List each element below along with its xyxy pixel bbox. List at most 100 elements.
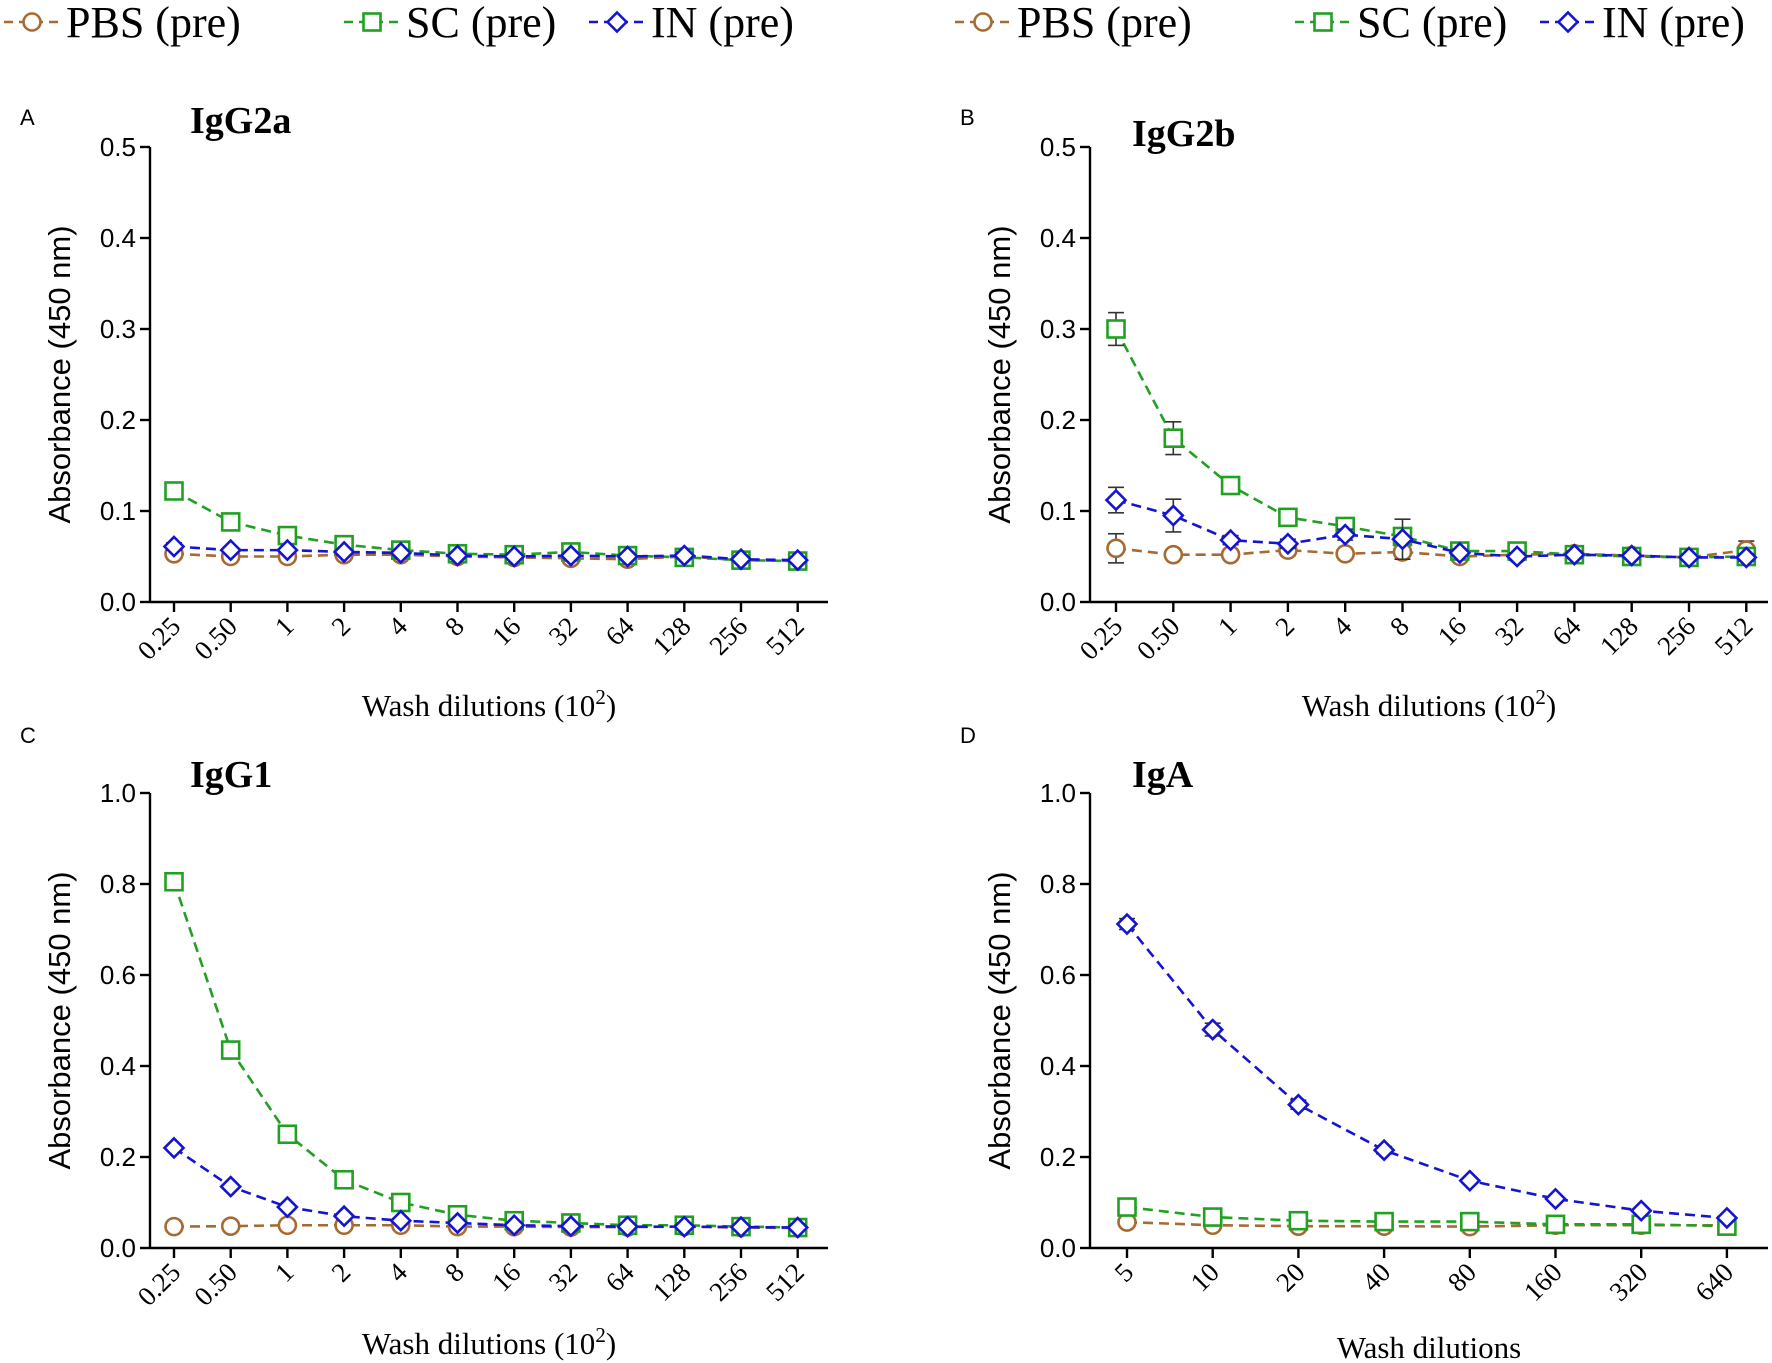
x-tick-label: 20: [1270, 1257, 1310, 1297]
x-tick-label: 2: [1269, 611, 1300, 642]
series-line-sc-pre: [173, 489, 798, 563]
series-sc-pre: [1117, 1197, 1737, 1236]
legend-label-sc-pre: SC (pre): [406, 0, 556, 47]
data-point-in-pre: [1458, 1169, 1482, 1192]
y-tick-label: 0.3: [1040, 314, 1076, 344]
data-point-in-pre: [502, 545, 526, 568]
data-point-in-pre: [389, 1209, 413, 1233]
x-axis-label: Wash dilutions (102): [362, 685, 616, 723]
x-tick-label: 256: [1651, 611, 1701, 661]
series-in-pre: [1104, 486, 1758, 569]
x-axis-label: Wash dilutions (102): [362, 1323, 616, 1361]
data-point-in-pre: [672, 544, 696, 567]
series-in-pre: [1115, 912, 1739, 1230]
data-point-pbs-pre: [220, 1216, 241, 1236]
data-point-in-pre: [1333, 523, 1357, 546]
series-pbs-pre: [1106, 532, 1757, 568]
legend-left: PBS (pre) SC (pre) IN (pre): [4, 0, 794, 47]
data-point-sc-pre: [1106, 319, 1126, 339]
data-point-in-pre: [276, 1195, 299, 1219]
data-point-sc-pre: [164, 871, 184, 892]
x-tick-label: 16: [486, 611, 526, 651]
series-in-pre: [162, 1136, 810, 1239]
data-point-in-pre: [1677, 546, 1701, 569]
y-tick-label: 0.6: [100, 960, 136, 990]
data-point-in-pre: [1201, 1018, 1225, 1041]
panel-c: C IgG1 0.0 0.2 0.4 0.6 0.8 1.0 Absorbance (450 n…: [20, 723, 828, 1361]
data-point-sc-pre: [1220, 475, 1241, 496]
legend-marker-in-pre: [605, 10, 629, 34]
data-point-sc-pre: [1202, 1207, 1223, 1227]
y-tick-label: 1.0: [1040, 778, 1076, 808]
data-point-in-pre: [446, 1211, 469, 1235]
data-point-sc-pre: [164, 481, 184, 501]
y-tick-label: 0.6: [1040, 960, 1076, 990]
legend-marker-sc-pre: [362, 12, 382, 32]
y-tick-label: 0.3: [100, 314, 136, 344]
y-tick-label: 0.8: [100, 869, 136, 899]
x-tick-label: 16: [1432, 611, 1472, 651]
series-line-sc-pre: [172, 881, 798, 1229]
data-point-pbs-pre: [164, 1216, 184, 1237]
y-tick-label: 0.8: [1040, 869, 1076, 899]
x-tick-label: 32: [1489, 611, 1529, 651]
panel-b: B IgG2b 0.0 0.1 0.2 0.3 0.4 0.5 Absorbance (450 …: [960, 105, 1768, 723]
data-point-pbs-pre: [1163, 544, 1184, 565]
data-point-pbs-pre: [1106, 538, 1126, 559]
x-tick-label: 0.50: [188, 1257, 243, 1312]
data-point-sc-pre: [220, 1040, 241, 1060]
data-point-sc-pre: [1278, 507, 1298, 528]
data-point-in-pre: [559, 544, 583, 567]
legend-marker-pbs-pre: [973, 12, 993, 32]
y-tick-label: 0.5: [1040, 132, 1076, 162]
legend-label-in-pre: IN (pre): [1602, 0, 1745, 47]
x-tick-label: 0.50: [188, 611, 243, 666]
data-point-in-pre: [162, 1136, 186, 1160]
x-tick-label: 512: [760, 611, 810, 661]
x-axis-label-close: ): [606, 688, 616, 723]
x-tick-label: 0.25: [132, 1257, 187, 1312]
data-point-pbs-pre: [1335, 543, 1355, 564]
data-point-in-pre: [1448, 541, 1472, 565]
data-point-in-pre: [1544, 1187, 1567, 1211]
data-point-in-pre: [1563, 543, 1586, 567]
data-point-in-pre: [1391, 527, 1414, 551]
y-tick-label: 0.4: [100, 1051, 136, 1081]
y-tick-label: 0.1: [1040, 496, 1076, 526]
x-tick-label: 128: [1594, 611, 1644, 661]
panel-letter: D: [960, 723, 976, 748]
data-point-in-pre: [1715, 1206, 1739, 1230]
data-point-in-pre: [332, 1204, 356, 1228]
data-point-in-pre: [1734, 546, 1758, 569]
panel-letter: C: [20, 723, 36, 748]
data-point-in-pre: [1104, 488, 1128, 512]
x-axis-label-close: ): [1546, 688, 1556, 723]
x-tick-label: 5: [1108, 1257, 1139, 1288]
data-point-sc-pre: [220, 512, 241, 532]
y-tick-label: 0.2: [1040, 405, 1076, 435]
data-point-in-pre: [786, 1216, 810, 1239]
data-point-in-pre: [1629, 1199, 1653, 1223]
x-tick-label: 160: [1518, 1257, 1568, 1307]
chart-title: IgG1: [190, 754, 272, 796]
data-point-in-pre: [729, 1215, 753, 1239]
x-tick-label: 10: [1185, 1257, 1225, 1297]
data-point-sc-pre: [277, 1124, 298, 1145]
x-tick-label: 8: [1384, 611, 1415, 642]
data-point-in-pre: [219, 1175, 243, 1198]
data-point-pbs-pre: [277, 1215, 298, 1236]
x-tick-label: 80: [1442, 1257, 1482, 1297]
data-point-in-pre: [1505, 545, 1529, 568]
data-point-sc-pre: [1163, 428, 1184, 449]
y-tick-label: 1.0: [100, 778, 136, 808]
data-point-sc-pre: [1460, 1211, 1480, 1232]
y-tick-label: 0.0: [1040, 1233, 1076, 1263]
x-axis-label-main: Wash dilutions (10: [362, 1326, 595, 1361]
x-tick-label: 512: [1709, 611, 1759, 661]
x-tick-label: 0.50: [1131, 611, 1186, 666]
y-tick-label: 0.0: [100, 587, 136, 617]
x-tick-label: 64: [600, 611, 641, 652]
legend-marker-pbs-pre: [22, 12, 42, 32]
chart-title: IgG2a: [190, 100, 291, 142]
y-tick-label: 0.4: [1040, 223, 1076, 253]
